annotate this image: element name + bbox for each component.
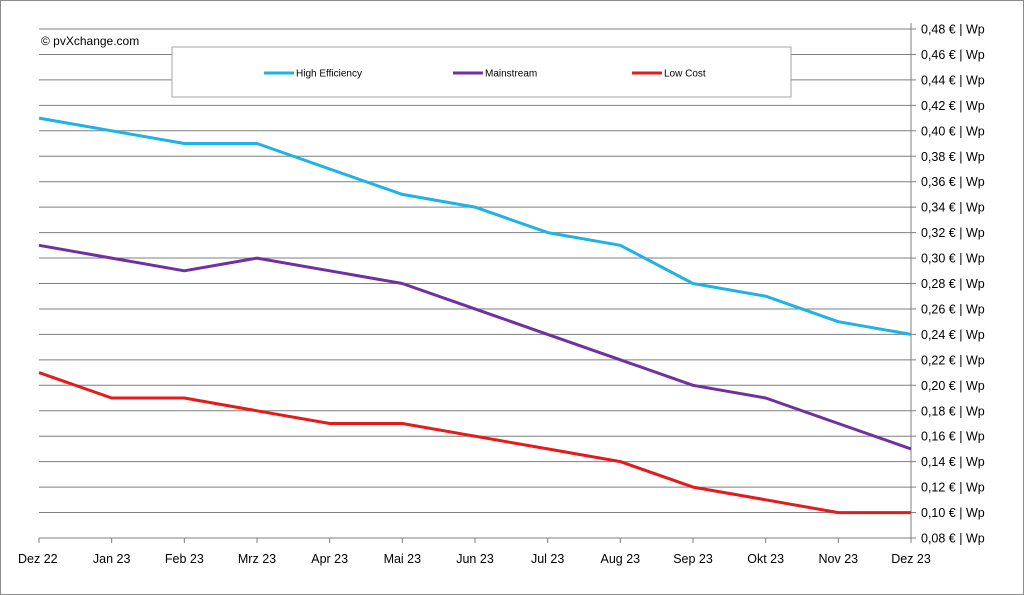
y-tick-label: 0,16 € | Wp <box>921 430 985 444</box>
x-tick-label: Jul 23 <box>531 552 564 566</box>
y-tick-label: 0,40 € | Wp <box>921 124 985 138</box>
legend: High Efficiency Mainstream Low Cost <box>171 46 792 98</box>
y-axis-tick-labels: 0,08 € | Wp 0,10 € | Wp 0,12 € | Wp 0,14 € … <box>921 23 985 546</box>
x-tick-label: Apr 23 <box>311 552 348 566</box>
y-tick-label: 0,38 € | Wp <box>921 150 985 164</box>
y-tick-label: 0,36 € | Wp <box>921 175 985 189</box>
x-tick-label: Jan 23 <box>93 552 131 566</box>
axes <box>38 23 912 543</box>
series-line-mainstream <box>38 243 912 451</box>
y-tick-label: 0,46 € | Wp <box>921 48 985 62</box>
x-tick-label: Dez 23 <box>891 552 931 566</box>
copyright-text: © pvXchange.com <box>41 34 139 48</box>
x-tick-label: Nov 23 <box>819 552 859 566</box>
series-line-high-efficiency <box>38 116 912 336</box>
legend-label: Low Cost <box>664 69 706 80</box>
y-tick-label: 0,10 € | Wp <box>921 506 985 520</box>
y-tick-label: 0,22 € | Wp <box>921 353 985 367</box>
y-tick-label: 0,24 € | Wp <box>921 328 985 342</box>
legend-label: High Efficiency <box>296 69 362 80</box>
y-tick-label: 0,44 € | Wp <box>921 73 985 87</box>
series-lines <box>38 116 912 515</box>
y-tick-label: 0,26 € | Wp <box>921 302 985 316</box>
x-tick-label: Dez 22 <box>18 552 58 566</box>
y-tick-label: 0,42 € | Wp <box>921 99 985 113</box>
x-tick-label: Mrz 23 <box>238 552 276 566</box>
series-line-low-cost <box>38 371 911 515</box>
legend-label: Mainstream <box>485 69 537 80</box>
y-tick-label: 0,28 € | Wp <box>921 277 985 291</box>
x-tick-label: Feb 23 <box>165 552 204 566</box>
x-tick-label: Jun 23 <box>456 552 494 566</box>
y-tick-label: 0,12 € | Wp <box>921 481 985 495</box>
y-tick-label: 0,48 € | Wp <box>921 23 985 37</box>
gridlines <box>39 28 916 539</box>
y-tick-label: 0,20 € | Wp <box>921 379 985 393</box>
y-tick-label: 0,18 € | Wp <box>921 404 985 418</box>
y-tick-label: 0,32 € | Wp <box>921 226 985 240</box>
x-tick-label: Mai 23 <box>384 552 422 566</box>
y-tick-label: 0,30 € | Wp <box>921 252 985 266</box>
x-tick-label: Okt 23 <box>747 552 784 566</box>
y-tick-label: 0,34 € | Wp <box>921 201 985 215</box>
x-tick-label: Sep 23 <box>673 552 713 566</box>
y-tick-label: 0,14 € | Wp <box>921 455 985 469</box>
x-axis-tick-labels: Dez 22 Jan 23 Feb 23 Mrz 23 Apr 23 Mai 23 Jun … <box>18 552 931 566</box>
y-tick-label: 0,08 € | Wp <box>921 532 985 546</box>
x-tick-label: Aug 23 <box>601 552 641 566</box>
